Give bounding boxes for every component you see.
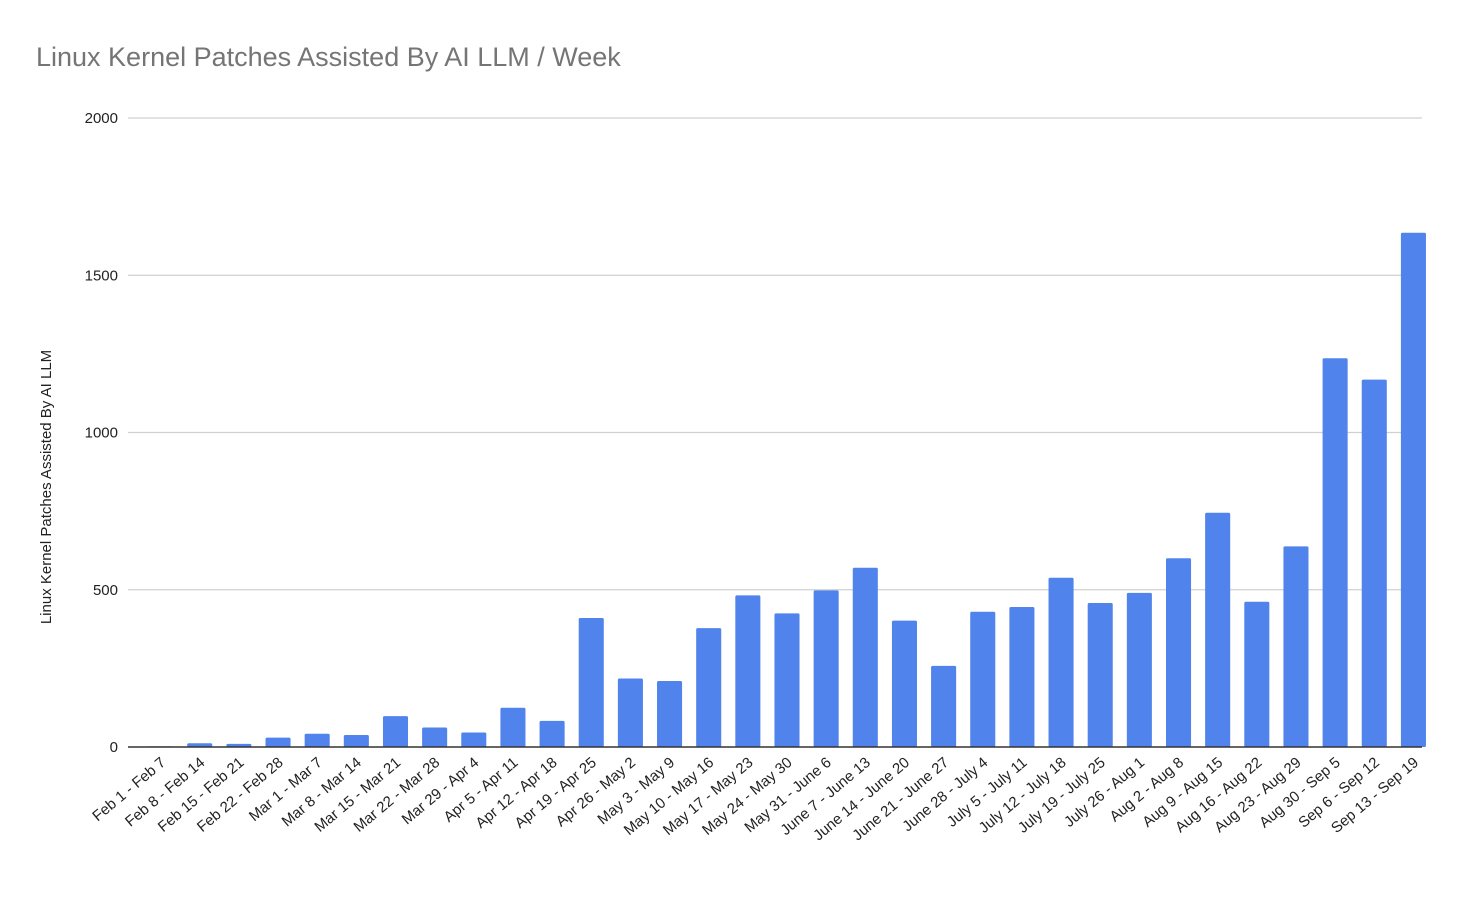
bar <box>696 628 722 747</box>
bar <box>1126 592 1152 747</box>
bar <box>1087 602 1113 747</box>
bar <box>343 735 369 747</box>
bar <box>1400 232 1426 748</box>
bar <box>1244 601 1270 747</box>
y-tick-label: 1500 <box>85 267 118 284</box>
bar <box>657 680 683 747</box>
y-tick-label: 500 <box>93 582 118 599</box>
bar <box>1283 546 1309 747</box>
bar <box>813 590 839 747</box>
bar <box>187 743 213 747</box>
y-tick-label: 2000 <box>85 110 118 127</box>
bar <box>1205 512 1231 747</box>
bar <box>1009 607 1035 747</box>
bar <box>500 707 526 747</box>
y-tick-label: 0 <box>110 739 118 756</box>
y-axis-label: Linux Kernel Patches Assisted By AI LLM <box>38 350 55 624</box>
bar <box>578 618 604 747</box>
bar <box>617 678 643 747</box>
y-axis-ticks: 0 500 1000 1500 2000 <box>85 110 118 756</box>
bar <box>422 727 448 747</box>
bar <box>1322 358 1348 747</box>
bar <box>1165 558 1192 747</box>
bar <box>970 611 996 747</box>
bar <box>1048 577 1074 747</box>
y-tick-label: 1000 <box>85 425 118 442</box>
bar <box>735 595 761 747</box>
bar <box>382 716 409 747</box>
bar <box>774 613 800 747</box>
chart-title: Linux Kernel Patches Assisted By AI LLM … <box>36 42 621 72</box>
bars <box>148 232 1426 748</box>
bar <box>461 732 487 747</box>
bar <box>891 620 917 747</box>
bar <box>931 665 957 747</box>
bar <box>1361 379 1387 747</box>
bar <box>539 720 565 747</box>
bar <box>852 567 878 747</box>
bar <box>304 733 330 747</box>
bar <box>265 737 291 747</box>
